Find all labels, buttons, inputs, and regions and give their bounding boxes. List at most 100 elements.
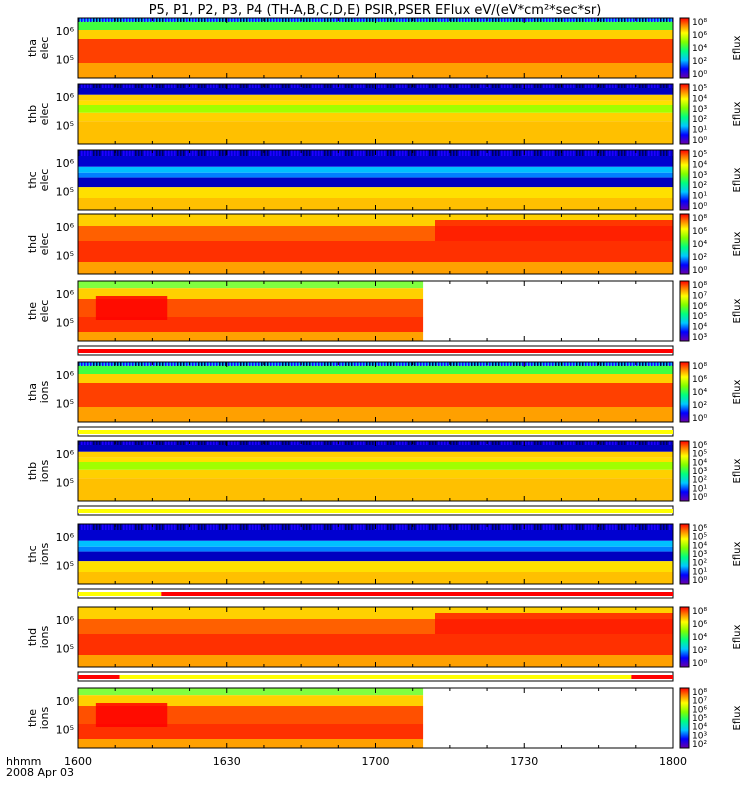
noise-tick — [456, 362, 458, 366]
noise-tick — [480, 18, 482, 22]
noise-tick — [597, 84, 599, 88]
noise-tick — [105, 524, 107, 530]
colorbar-tick-label: 10⁴ — [692, 240, 707, 250]
noise-tick — [639, 441, 641, 445]
noise-tick — [453, 362, 455, 366]
noise-tick — [588, 84, 590, 88]
noise-tick — [357, 84, 359, 88]
noise-tick — [141, 362, 143, 366]
noise-tick — [513, 84, 515, 88]
noise-tick — [501, 150, 503, 156]
noise-tick — [633, 84, 635, 88]
noise-tick — [99, 441, 101, 445]
colorbar-label: Eflux — [732, 541, 743, 566]
noise-tick — [279, 524, 281, 530]
noise-tick — [102, 18, 104, 22]
noise-tick — [507, 84, 509, 88]
noise-tick — [558, 441, 560, 445]
noise-tick — [462, 18, 464, 22]
noise-tick — [429, 150, 431, 156]
noise-tick — [210, 524, 212, 530]
noise-tick — [558, 524, 560, 530]
noise-tick — [585, 524, 587, 530]
noise-tick — [399, 18, 401, 22]
noise-tick — [222, 150, 224, 156]
noise-tick — [249, 362, 251, 366]
noise-tick — [381, 18, 383, 22]
noise-tick — [522, 84, 524, 88]
noise-tick — [390, 441, 392, 445]
noise-tick — [423, 362, 425, 366]
noise-tick — [549, 150, 551, 156]
noise-tick — [333, 362, 335, 366]
colorbar-tick-label: 10⁸ — [692, 18, 707, 28]
noise-tick — [78, 84, 80, 88]
noise-tick — [450, 84, 452, 88]
noise-tick — [219, 524, 221, 530]
noise-tick — [246, 362, 248, 366]
noise-tick — [627, 150, 629, 156]
noise-tick — [222, 84, 224, 88]
noise-tick — [192, 150, 194, 156]
noise-tick — [312, 150, 314, 156]
noise-tick — [405, 150, 407, 156]
noise-tick — [480, 524, 482, 530]
noise-tick — [360, 18, 362, 22]
noise-tick — [81, 150, 83, 156]
noise-tick — [417, 441, 419, 445]
noise-tick — [240, 524, 242, 530]
noise-tick — [363, 362, 365, 366]
noise-tick — [276, 18, 278, 22]
noise-tick — [669, 524, 671, 530]
noise-tick — [615, 524, 617, 530]
probe-label: thb — [26, 462, 39, 480]
noise-tick — [252, 150, 254, 156]
noise-tick — [399, 84, 401, 88]
noise-tick — [564, 362, 566, 366]
noise-tick — [450, 524, 452, 530]
noise-tick — [102, 150, 104, 156]
noise-tick — [645, 18, 647, 22]
noise-tick — [255, 441, 257, 445]
noise-tick — [387, 441, 389, 445]
noise-tick — [663, 441, 665, 445]
noise-tick — [192, 441, 194, 445]
noise-tick — [291, 18, 293, 22]
noise-tick — [285, 18, 287, 22]
colorbar-tick-label: 10¹ — [692, 484, 707, 494]
noise-tick — [291, 362, 293, 366]
noise-tick — [267, 524, 269, 530]
noise-tick — [120, 362, 122, 366]
noise-tick — [147, 18, 149, 22]
noise-tick — [651, 362, 653, 366]
noise-tick — [441, 362, 443, 366]
noise-tick — [159, 18, 161, 22]
noise-tick — [639, 362, 641, 366]
noise-tick — [456, 524, 458, 530]
noise-tick — [429, 84, 431, 88]
noise-tick — [645, 524, 647, 530]
y-axis-label: thd ions — [26, 625, 51, 648]
noise-tick — [192, 84, 194, 88]
noise-tick — [525, 362, 527, 366]
noise-tick — [303, 84, 305, 88]
noise-tick — [261, 362, 263, 366]
noise-tick — [564, 84, 566, 88]
y-axis-label: tha elec — [26, 37, 51, 60]
noise-tick — [291, 441, 293, 445]
noise-tick — [336, 524, 338, 530]
y-tick-label: 10⁶ — [56, 695, 75, 708]
noise-tick — [654, 524, 656, 530]
noise-tick — [525, 84, 527, 88]
noise-tick — [327, 84, 329, 88]
noise-tick — [321, 524, 323, 530]
noise-tick — [219, 150, 221, 156]
noise-tick — [366, 441, 368, 445]
noise-tick — [234, 524, 236, 530]
noise-tick — [243, 362, 245, 366]
noise-tick — [585, 18, 587, 22]
noise-tick — [465, 441, 467, 445]
noise-tick — [279, 362, 281, 366]
noise-tick — [210, 362, 212, 366]
